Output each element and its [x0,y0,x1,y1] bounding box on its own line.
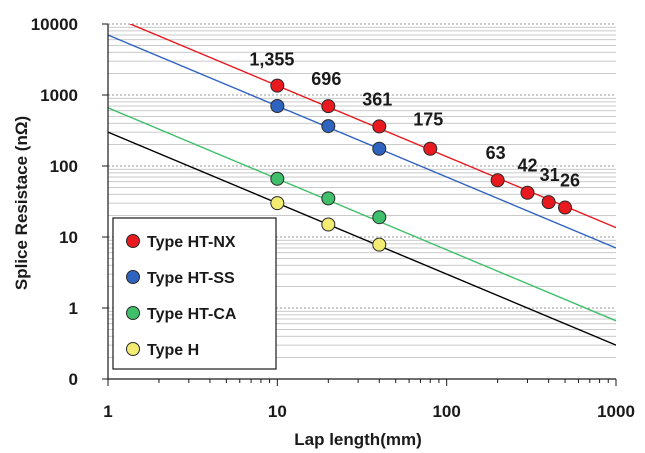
data-point-series-2 [321,119,336,134]
data-label: 1,355 [249,50,294,70]
data-point-series-1 [321,99,336,114]
x-tick-label: 1 [103,402,112,421]
data-point-series-2 [372,141,387,156]
data-point-series-3 [321,191,336,206]
data-point-series-1 [558,200,573,215]
data-label: 31 [540,165,560,185]
legend-label: Type H [147,342,199,359]
data-points [270,78,573,252]
y-tick-label: 1000 [40,86,78,105]
axes [102,23,617,386]
data-label: 42 [517,156,537,176]
y-axis-title: Splice Resistace (nΩ) [12,116,31,290]
legend-marker [126,306,140,320]
data-labels: 1,355 696 361 175 63 42 31 26 [249,50,580,191]
data-label: 175 [413,110,443,130]
data-point-series-1 [372,119,387,134]
data-point-series-2 [270,98,285,113]
y-tick-label: 0 [69,370,78,389]
data-point-series-1 [520,185,535,200]
x-tick-label: 1000 [597,402,635,421]
data-point-series-3 [270,171,285,186]
legend-label: Type HT-CA [147,306,237,323]
data-point-series-4 [321,217,336,232]
y-tick-label: 10 [59,228,78,247]
fit-line-2 [108,34,616,249]
y-tick-label: 10000 [31,15,78,34]
fit-lines [108,24,616,346]
data-point-series-1 [490,173,505,188]
data-point-series-1 [541,195,556,210]
data-point-series-1 [270,78,285,93]
data-label: 26 [560,171,580,191]
fit-line-3 [108,107,616,322]
legend-marker [126,342,140,356]
data-label: 63 [486,143,506,163]
data-point-series-4 [372,237,387,252]
x-tick-label: 10 [268,402,287,421]
y-tick-label: 100 [50,157,78,176]
legend-box [112,217,277,370]
data-label: 361 [362,89,392,109]
legend-marker [126,234,140,248]
legend: Type HT-NX Type HT-SS Type HT-CA Type H [112,217,277,370]
y-tick-label: 1 [69,299,78,318]
x-axis-title: Lap length(mm) [294,430,422,449]
fit-line-1 [128,24,616,229]
fit-line-4 [108,131,616,346]
data-point-series-1 [423,141,438,156]
legend-label: Type HT-SS [147,270,235,287]
data-point-series-4 [270,196,285,211]
legend-label: Type HT-NX [147,234,236,251]
legend-marker [126,270,140,284]
data-point-series-3 [372,210,387,225]
data-label: 696 [311,69,341,89]
x-tick-label: 100 [432,402,460,421]
